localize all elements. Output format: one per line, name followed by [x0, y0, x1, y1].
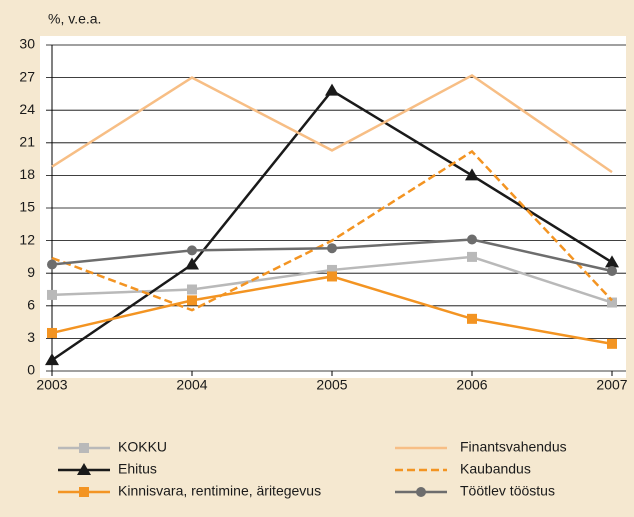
y-tick-label: 21	[19, 134, 35, 150]
marker	[467, 251, 477, 262]
marker	[187, 295, 197, 306]
legend-label: KOKKU	[118, 439, 167, 455]
marker	[77, 463, 91, 475]
x-tick-label: 2003	[36, 377, 67, 393]
marker	[327, 264, 337, 275]
series-line	[51, 73, 613, 174]
marker	[467, 313, 477, 324]
y-tick-label: 9	[27, 264, 35, 280]
marker	[47, 327, 57, 338]
legend-label: Kaubandus	[460, 461, 531, 477]
marker	[79, 487, 89, 497]
legend-label: Ehitus	[118, 461, 157, 477]
y-tick-label: 18	[19, 166, 35, 182]
marker	[47, 259, 57, 270]
marker	[607, 297, 617, 308]
marker	[47, 289, 57, 300]
y-tick-label: 0	[27, 362, 35, 378]
y-tick-label: 6	[27, 297, 35, 313]
x-tick-label: 2006	[456, 377, 487, 393]
marker	[607, 266, 617, 277]
marker	[467, 234, 477, 245]
marker	[605, 255, 619, 268]
marker	[79, 443, 89, 453]
x-tick-label: 2007	[596, 377, 627, 393]
marker	[416, 487, 426, 497]
legend-label: Finantsvahendus	[460, 439, 567, 455]
y-tick-label: 3	[27, 329, 35, 345]
y-tick-label: 12	[19, 231, 35, 247]
y-tick-label: 27	[19, 68, 35, 84]
marker	[187, 284, 197, 295]
y-tick-label: 30	[19, 36, 35, 52]
y-tick-label: 15	[19, 199, 35, 215]
y-axis-label: %, v.e.a.	[48, 11, 101, 27]
marker	[607, 338, 617, 349]
series-line	[51, 149, 613, 312]
legend-label: Töötlev tööstus	[460, 483, 555, 499]
marker	[465, 168, 479, 181]
marker	[187, 245, 197, 256]
marker	[327, 243, 337, 254]
x-tick-label: 2005	[316, 377, 347, 393]
x-tick-label: 2004	[176, 377, 207, 393]
marker	[185, 257, 199, 270]
marker	[327, 271, 337, 282]
y-tick-label: 24	[19, 101, 35, 117]
marker	[325, 83, 339, 96]
marker	[45, 353, 59, 366]
legend-label: Kinnisvara, rentimine, äritegevus	[118, 483, 321, 499]
